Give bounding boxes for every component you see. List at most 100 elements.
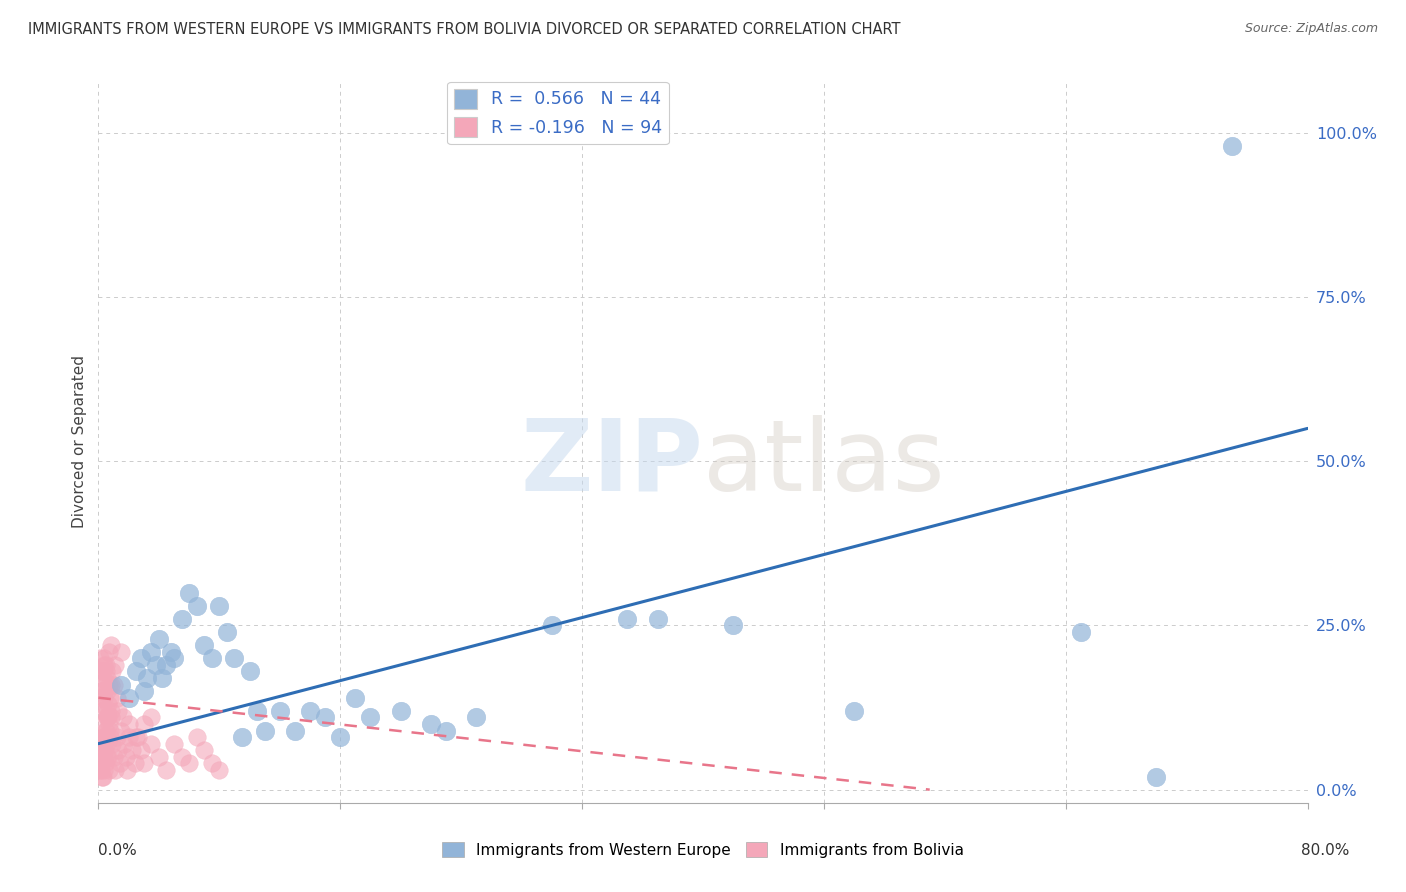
Point (91, 770, 114, 784)
Point (90, 763, 112, 777)
Point (91, 665, 114, 679)
Point (253, 723, 276, 738)
Point (91, 704, 114, 718)
Point (93, 690, 115, 705)
Point (465, 710, 488, 724)
Point (90, 690, 112, 705)
Point (112, 737, 135, 751)
Point (100, 638, 122, 652)
Point (179, 756, 201, 771)
Point (90, 717, 112, 731)
Y-axis label: Divorced or Separated: Divorced or Separated (72, 355, 87, 528)
Point (94, 665, 117, 679)
Point (129, 651, 152, 665)
Point (90, 684, 112, 698)
Point (108, 756, 131, 771)
Point (96, 749, 118, 764)
Point (94, 730, 117, 744)
Point (193, 638, 215, 652)
Point (100, 704, 122, 718)
Point (148, 749, 170, 764)
Point (647, 612, 669, 626)
Point (186, 599, 208, 613)
Point (118, 690, 141, 705)
Point (125, 665, 148, 679)
Text: ZIP: ZIP (520, 415, 703, 512)
Point (231, 730, 253, 744)
Point (94, 677, 117, 691)
Point (93, 684, 115, 698)
Point (201, 756, 224, 771)
Point (105, 730, 128, 744)
Point (90, 749, 112, 764)
Point (118, 717, 141, 731)
Point (93, 763, 115, 777)
Point (132, 684, 155, 698)
Point (193, 743, 215, 757)
Point (148, 632, 170, 646)
Point (224, 651, 246, 665)
Point (104, 657, 127, 672)
Point (141, 737, 163, 751)
Point (96, 671, 118, 685)
Point (114, 749, 136, 764)
Point (246, 704, 269, 718)
Point (145, 657, 167, 672)
Point (93, 730, 115, 744)
Point (155, 657, 177, 672)
Point (160, 645, 183, 659)
Point (360, 710, 382, 724)
Point (98, 730, 121, 744)
Point (127, 730, 149, 744)
Point (121, 743, 143, 757)
Point (299, 704, 322, 718)
Point (844, 704, 866, 718)
Point (90, 756, 112, 771)
Point (155, 763, 177, 777)
Point (208, 763, 231, 777)
Point (141, 710, 163, 724)
Point (97, 698, 120, 712)
Point (91, 698, 114, 712)
Point (420, 717, 443, 731)
Point (540, 618, 562, 632)
Point (97, 749, 120, 764)
Point (96, 710, 118, 724)
Point (89, 743, 111, 757)
Point (90, 737, 112, 751)
Point (1070, 625, 1092, 640)
Point (115, 763, 138, 777)
Point (93, 651, 115, 665)
Point (94, 756, 117, 771)
Point (141, 645, 163, 659)
Point (93, 743, 115, 757)
Point (344, 690, 367, 705)
Point (132, 717, 155, 731)
Text: Source: ZipAtlas.com: Source: ZipAtlas.com (1244, 22, 1378, 36)
Point (284, 723, 307, 738)
Point (98, 645, 121, 659)
Point (98, 723, 121, 738)
Point (434, 723, 457, 738)
Point (163, 737, 186, 751)
Point (98, 717, 121, 731)
Point (125, 730, 148, 744)
Point (96, 737, 118, 751)
Point (93, 743, 115, 757)
Point (91, 749, 114, 764)
Point (105, 690, 128, 705)
Point (91, 730, 114, 744)
Point (170, 612, 193, 626)
Point (170, 749, 193, 764)
Point (124, 756, 146, 771)
Point (96, 710, 118, 724)
Point (94, 723, 117, 738)
Point (91, 737, 114, 751)
Point (107, 743, 129, 757)
Text: IMMIGRANTS FROM WESTERN EUROPE VS IMMIGRANTS FROM BOLIVIA DIVORCED OR SEPARATED : IMMIGRANTS FROM WESTERN EUROPE VS IMMIGR… (28, 22, 901, 37)
Point (329, 730, 352, 744)
Point (100, 677, 122, 691)
Point (94, 723, 117, 738)
Point (91, 770, 114, 784)
Point (98, 690, 121, 705)
